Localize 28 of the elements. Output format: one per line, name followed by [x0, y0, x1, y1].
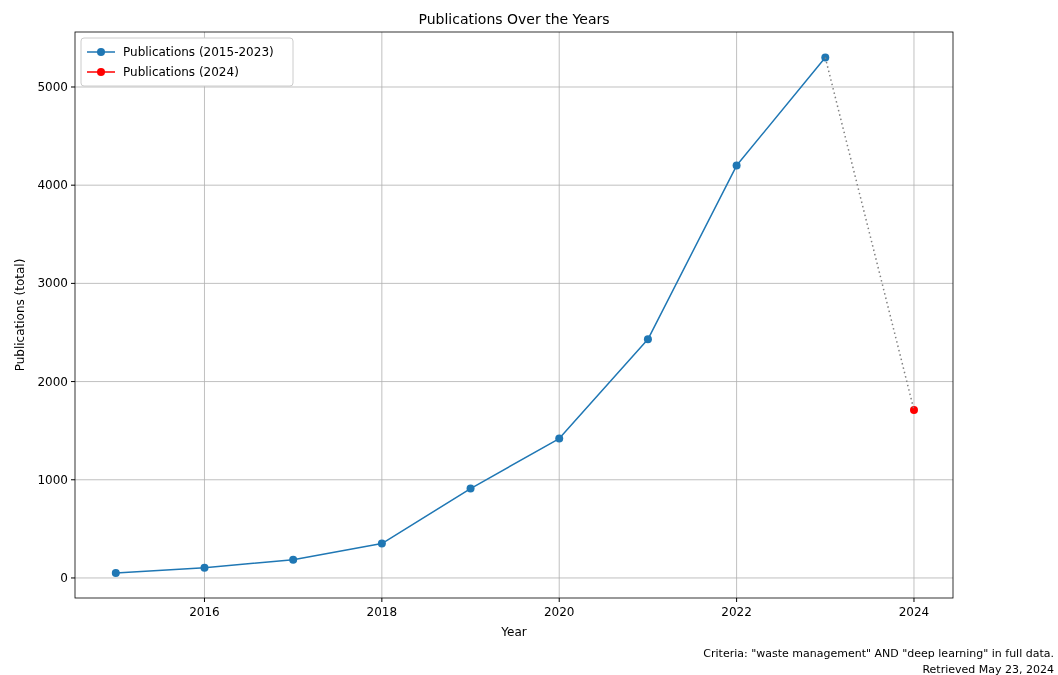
point: [643, 335, 652, 344]
text: Criteria: "waste management" AND "deep learning" in full data.: [703, 647, 1054, 660]
y-tick-label: 0: [60, 570, 68, 585]
y-tick-label: 4000: [37, 178, 68, 193]
point: [732, 161, 741, 170]
point: [466, 484, 475, 493]
point: [377, 539, 386, 548]
point: [200, 563, 209, 572]
point: [111, 569, 120, 578]
x-axis-title: Year: [500, 625, 527, 639]
x-tick-label: 2020: [543, 605, 575, 619]
point: [909, 406, 918, 415]
point: [821, 53, 830, 62]
chart-title: Publications Over the Years: [418, 11, 610, 27]
x-tick-label: 2016: [189, 605, 220, 619]
text: Retrieved May 23, 2024: [922, 663, 1054, 675]
point: [289, 555, 298, 564]
legend-label: Publications (2015-2023): [123, 45, 274, 59]
x-tick-label: 2022: [721, 605, 752, 619]
legend-label: Publications (2024): [123, 65, 239, 79]
y-tick-label: 3000: [37, 276, 68, 291]
y-tick-label: 2000: [37, 374, 68, 389]
x-tick-label: 2024: [898, 605, 930, 619]
y-tick-label: 1000: [37, 472, 68, 487]
x-tick-label: 2018: [366, 605, 398, 619]
y-tick-label: 5000: [37, 79, 68, 94]
y-axis-title: Publications (total): [13, 258, 27, 372]
point: [555, 434, 564, 443]
